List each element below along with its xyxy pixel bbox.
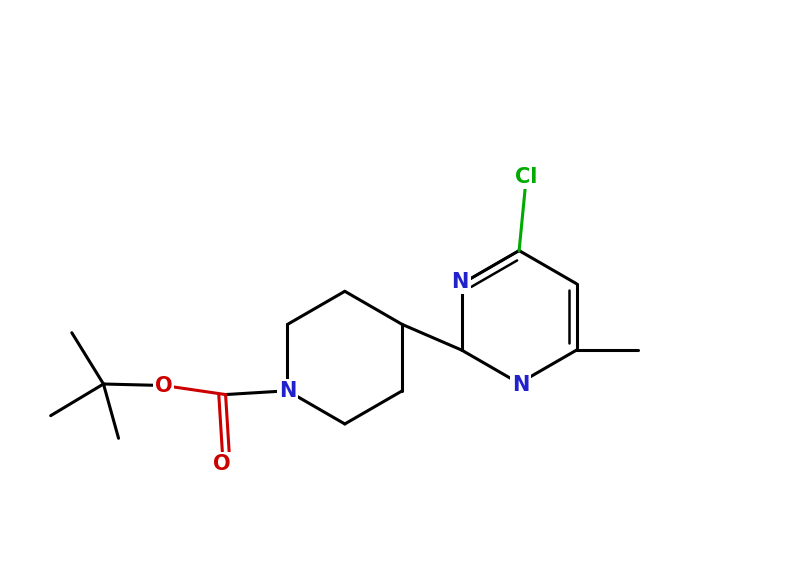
Text: N: N [451,272,469,292]
Text: Cl: Cl [516,168,538,187]
Text: N: N [279,381,296,401]
Text: O: O [155,375,173,396]
Text: N: N [512,375,529,395]
Text: O: O [213,454,230,474]
